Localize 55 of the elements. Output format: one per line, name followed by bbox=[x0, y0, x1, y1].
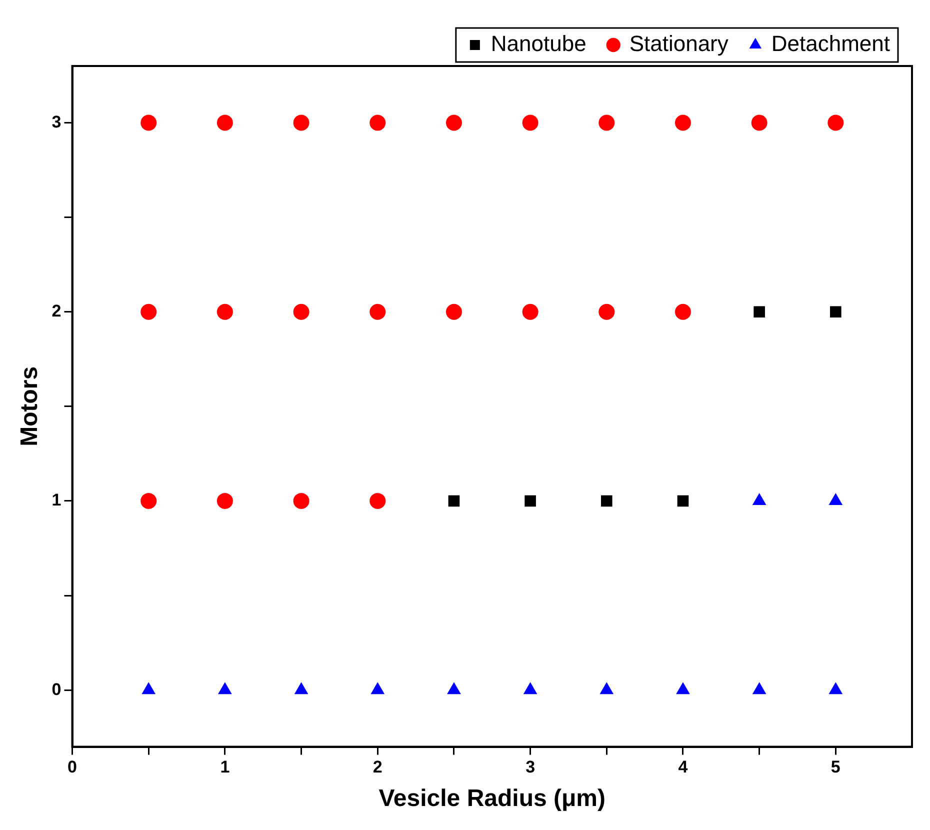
point bbox=[676, 682, 690, 694]
y-axis-title: Motors bbox=[16, 366, 44, 446]
legend-label: Stationary bbox=[629, 31, 728, 56]
point bbox=[754, 306, 765, 318]
x-tick-label: 2 bbox=[372, 758, 382, 777]
x-tick-label: 4 bbox=[678, 758, 688, 777]
x-tick-label: 5 bbox=[830, 758, 840, 777]
point bbox=[674, 114, 691, 131]
point bbox=[752, 492, 766, 505]
legend-label: Nanotube bbox=[490, 31, 586, 56]
point bbox=[370, 304, 386, 320]
point bbox=[522, 304, 538, 320]
point bbox=[828, 492, 843, 505]
point bbox=[448, 495, 460, 507]
point bbox=[524, 495, 536, 507]
point bbox=[446, 114, 462, 131]
point bbox=[522, 114, 538, 131]
x-axis-title: Vesicle Radius (μm) bbox=[378, 785, 606, 812]
point bbox=[293, 114, 310, 131]
point bbox=[828, 682, 843, 694]
point bbox=[751, 114, 768, 131]
point bbox=[828, 114, 844, 131]
point bbox=[600, 495, 612, 507]
y-tick-label: 3 bbox=[52, 112, 62, 132]
x-tick-label: 1 bbox=[220, 758, 230, 777]
point bbox=[752, 682, 766, 694]
point bbox=[142, 682, 156, 694]
x-tick-label: 3 bbox=[526, 758, 536, 777]
legend-label: Detachment bbox=[771, 31, 890, 56]
point bbox=[600, 682, 614, 694]
point bbox=[370, 682, 385, 694]
point bbox=[216, 304, 233, 320]
x-tick-label: 0 bbox=[68, 758, 77, 777]
point bbox=[446, 304, 462, 320]
point bbox=[140, 114, 157, 131]
point bbox=[523, 682, 538, 694]
y-tick-label: 2 bbox=[52, 302, 62, 321]
point bbox=[370, 114, 386, 131]
point bbox=[140, 492, 157, 509]
point bbox=[293, 492, 310, 509]
point bbox=[294, 682, 308, 694]
point bbox=[370, 492, 386, 509]
point bbox=[447, 682, 461, 694]
point bbox=[140, 304, 157, 320]
y-tick-label: 0 bbox=[52, 680, 62, 699]
point bbox=[674, 304, 691, 320]
point bbox=[293, 304, 310, 320]
point bbox=[216, 492, 233, 509]
point bbox=[830, 306, 842, 318]
point bbox=[677, 495, 689, 507]
point bbox=[598, 304, 615, 320]
point bbox=[216, 114, 233, 131]
y-tick-label: 1 bbox=[52, 490, 62, 510]
point bbox=[598, 114, 615, 131]
point bbox=[218, 682, 232, 694]
